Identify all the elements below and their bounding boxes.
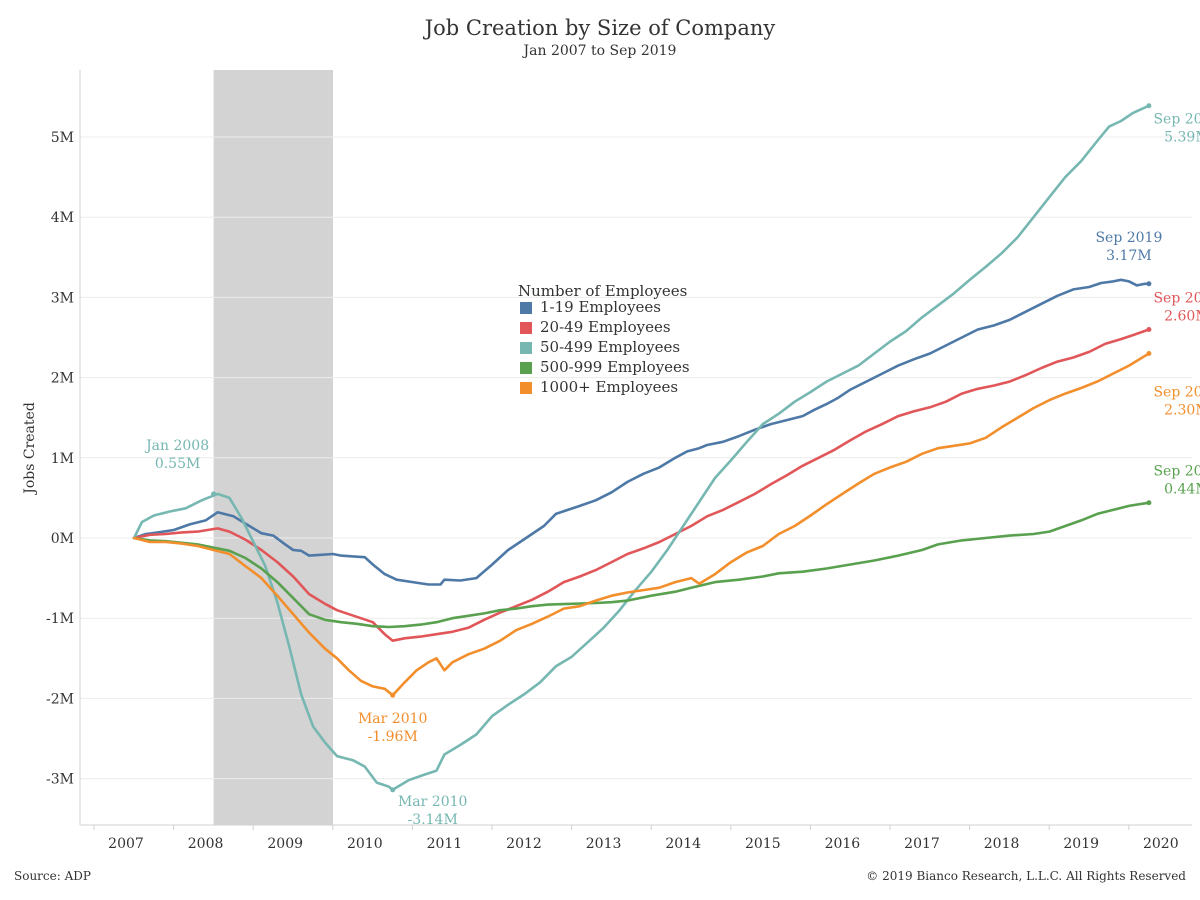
annotation-label: Sep 2019 <box>1153 464 1200 480</box>
legend-swatch <box>520 322 532 334</box>
y-tick-label: 5M <box>51 130 74 146</box>
gridlines <box>80 136 1192 780</box>
annotation-marker <box>390 787 396 793</box>
annotation-label: Sep 2019 <box>1153 290 1200 306</box>
series-line-5 <box>132 352 1151 697</box>
annotation-label: 2.30M <box>1164 403 1200 419</box>
source-note: Source: ADP <box>14 869 91 883</box>
copyright-note: © 2019 Bianco Research, L.L.C. All Right… <box>866 869 1186 883</box>
legend-swatch <box>520 342 532 354</box>
y-tick-label: -1M <box>46 611 74 627</box>
x-tick-label: 2014 <box>665 836 701 852</box>
x-tick-label: 2011 <box>427 836 463 852</box>
chart-subtitle: Jan 2007 to Sep 2019 <box>523 43 677 59</box>
legend-label: 20-49 Employees <box>540 318 671 336</box>
x-tick-label: 2015 <box>745 836 781 852</box>
annotation-label: 5.39M <box>1164 130 1200 146</box>
x-tick-label: 2013 <box>586 836 622 852</box>
annotation-label: Jan 2008 <box>144 438 209 454</box>
x-tick-label: 2020 <box>1143 836 1179 852</box>
chart-title: Job Creation by Size of Company <box>424 16 776 40</box>
x-tick-label: 2016 <box>825 836 861 852</box>
y-tick-label: -2M <box>46 691 74 707</box>
x-tick-label: 2008 <box>188 836 224 852</box>
legend-label: 500-999 Employees <box>540 358 690 376</box>
y-axis-label: Jobs Created <box>22 402 38 496</box>
legend-label: 1000+ Employees <box>540 378 678 396</box>
legend-label: 1-19 Employees <box>540 298 661 316</box>
legend-swatch <box>520 362 532 374</box>
x-tick-label: 2007 <box>108 836 144 852</box>
y-tick-label: 1M <box>51 451 74 467</box>
annotation-label: -3.14M <box>408 812 458 828</box>
annotation-marker <box>390 692 396 698</box>
annotation-label: Mar 2010 <box>358 711 427 727</box>
annotation-label: 3.17M <box>1106 248 1152 264</box>
axes: -3M -2M -1M 0M 1M 2M 3M 4M 5M 2007 2008 2009 2010 201… <box>22 70 1192 852</box>
annotation-marker <box>211 491 217 497</box>
legend-title: Number of Employees <box>518 282 687 300</box>
series-line-2 <box>132 328 1151 642</box>
y-tick-label: 2M <box>51 371 74 387</box>
annotation-label: 0.44M <box>1164 482 1200 498</box>
annotation-label: 2.60M <box>1164 308 1200 324</box>
annotation-marker <box>1146 351 1152 357</box>
x-tick-label: 2018 <box>984 836 1020 852</box>
series-line-3 <box>132 104 1151 792</box>
y-tick-label: 3M <box>51 290 74 306</box>
annotation-marker <box>1146 103 1152 109</box>
annotation-label: -1.96M <box>368 729 418 745</box>
recession-shading <box>213 70 333 825</box>
annotation-marker <box>1146 500 1152 506</box>
series-line-1 <box>132 278 1151 586</box>
annotation-label: Mar 2010 <box>398 794 467 810</box>
y-tick-label: 4M <box>51 210 74 226</box>
legend-swatch <box>520 302 532 314</box>
y-tick-label: -3M <box>46 772 74 788</box>
x-tick-label: 2010 <box>347 836 383 852</box>
annotation-label: Sep 2019 <box>1095 230 1162 246</box>
legend-label: 50-499 Employees <box>540 338 680 356</box>
annotations: Jan 2008 0.55M Mar 2010 -1.96M Mar 2010 -3.14… <box>144 103 1200 828</box>
x-tick-label: 2019 <box>1063 836 1099 852</box>
annotation-marker <box>1146 281 1152 287</box>
annotation-marker <box>1146 326 1152 332</box>
legend-swatch <box>520 382 532 394</box>
x-tick-label: 2009 <box>267 836 303 852</box>
annotation-label: Sep 2019 <box>1153 112 1200 128</box>
x-tick-label: 2012 <box>506 836 542 852</box>
y-tick-label: 0M <box>51 531 74 547</box>
annotation-label: 0.55M <box>155 456 201 472</box>
annotation-label: Sep 2019 <box>1153 385 1200 401</box>
x-tick-label: 2017 <box>904 836 940 852</box>
series-line-4 <box>132 501 1151 629</box>
recession-band <box>213 70 333 825</box>
series-lines <box>132 104 1151 792</box>
